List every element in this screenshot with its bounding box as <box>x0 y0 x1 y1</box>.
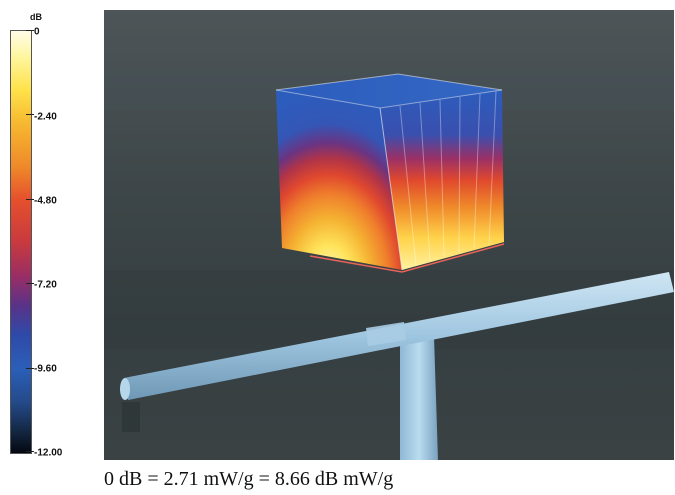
color-scale-label-4: -9.60 <box>34 363 57 375</box>
color-scale-unit: dB <box>30 12 42 22</box>
sar-3d-view[interactable] <box>104 10 674 460</box>
cube-top-face <box>276 74 502 108</box>
color-scale-label-3: -7.20 <box>34 279 57 291</box>
scale-caption: 0 dB = 2.71 mW/g = 8.66 dB mW/g <box>104 468 394 490</box>
color-scale-label-1: -2.40 <box>34 111 57 123</box>
color-scale-tick <box>26 114 34 115</box>
probe-post <box>400 336 438 460</box>
cube-front-face <box>276 90 402 270</box>
sar-scene-graphic <box>104 70 674 460</box>
cube-side-face <box>380 90 504 270</box>
color-scale-label-0: 0 <box>34 26 40 38</box>
color-scale-tick <box>26 451 34 452</box>
color-scale-legend: dB 0 -2.40 -4.80 -7.20 -9.60 -12.00 <box>0 0 100 470</box>
color-scale-label-2: -4.80 <box>34 195 57 207</box>
color-scale-bar <box>10 30 32 454</box>
color-scale-tick <box>26 368 34 369</box>
color-scale-tick <box>26 30 34 31</box>
color-scale-tick <box>26 283 34 284</box>
color-scale-tick <box>26 199 34 200</box>
color-scale-label-5: -12.00 <box>34 447 63 459</box>
